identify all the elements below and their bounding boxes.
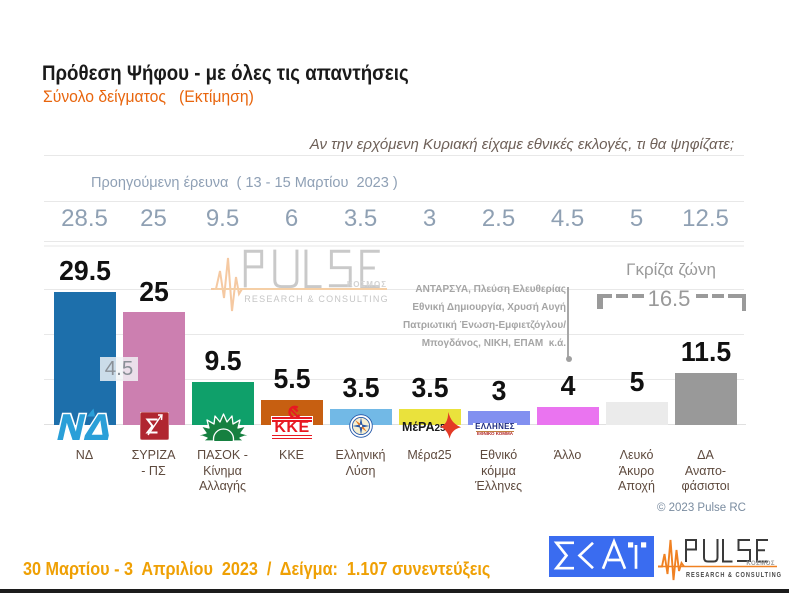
svg-text:ΝΔ: ΝΔ (54, 407, 118, 442)
svg-text:ΝΔ: ΝΔ (54, 407, 118, 442)
